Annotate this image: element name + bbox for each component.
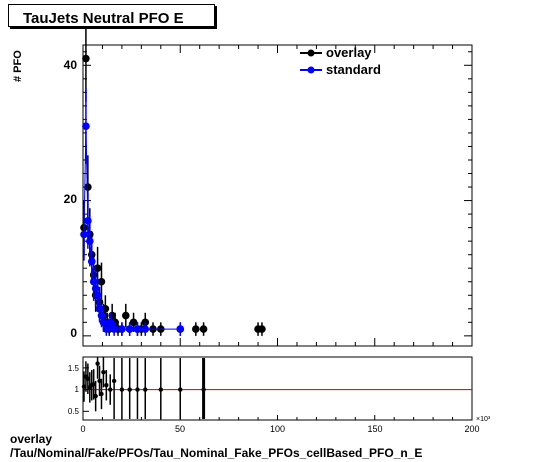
chart-title-box: TauJets Neutral PFO E	[8, 4, 215, 27]
data-point-overlay	[84, 183, 92, 191]
ratio-point	[101, 370, 106, 375]
chart-title: TauJets Neutral PFO E	[23, 10, 184, 27]
ratio-point	[135, 387, 140, 392]
main-plot-frame	[82, 44, 473, 347]
data-point-overlay	[258, 325, 266, 333]
ratio-y-tick-label-0.5: 0.5	[68, 407, 80, 416]
y-tick-label-20: 20	[64, 192, 78, 206]
ratio-plot-frame	[82, 356, 473, 421]
x-tick-label-50: 50	[175, 424, 185, 434]
data-point-overlay	[82, 54, 90, 63]
data-point-standard	[176, 325, 185, 333]
y-axis-label: # PFO	[12, 50, 24, 82]
y-tick-label-40: 40	[64, 58, 78, 72]
y-tick-label-0: 0	[70, 326, 77, 340]
data-point-standard	[82, 122, 90, 130]
ratio-point	[119, 387, 125, 392]
data-point-standard	[99, 318, 108, 327]
ratio-y-tick-label-1: 1	[75, 385, 80, 394]
ratio-point	[127, 387, 132, 392]
ratio-point	[201, 387, 206, 392]
x-exponent-label: ×10³	[476, 416, 491, 423]
data-point-standard	[118, 325, 126, 333]
ratio-point	[178, 387, 183, 392]
x-tick-label-200: 200	[464, 424, 479, 434]
data-point-standard	[141, 325, 150, 333]
data-point-standard	[102, 325, 111, 333]
ratio-point	[95, 361, 100, 366]
ratio-point	[99, 391, 104, 397]
data-point-standard	[125, 325, 134, 333]
data-point-overlay	[121, 311, 130, 320]
legend-marker-standard	[300, 66, 322, 74]
x-tick-label-0: 0	[80, 424, 85, 434]
legend-marker-overlay	[300, 49, 322, 57]
ratio-point	[108, 387, 113, 392]
data-point-standard	[80, 230, 88, 239]
data-point-standard	[106, 318, 115, 327]
ratio-y-tick-label-1.5: 1.5	[68, 364, 80, 373]
data-point-overlay	[199, 325, 208, 333]
legend: overlay standard	[300, 45, 410, 79]
data-point-overlay	[97, 277, 106, 286]
legend-label-standard: standard	[326, 62, 381, 77]
ratio-point	[91, 382, 96, 387]
data-point-overlay	[129, 318, 138, 327]
ratio-point	[111, 378, 117, 384]
x-tick-label-150: 150	[367, 424, 382, 434]
ratio-point	[97, 378, 102, 384]
data-point-standard	[110, 325, 118, 333]
caption-line-1: overlay	[10, 432, 53, 446]
legend-entry-standard: standard	[300, 62, 410, 79]
data-point-overlay	[93, 264, 102, 273]
ratio-point	[158, 387, 163, 392]
data-point-standard	[133, 325, 142, 333]
ratio-point	[104, 383, 109, 388]
ratio-point	[85, 376, 91, 381]
ratio-point	[143, 387, 148, 392]
caption-line-2: /Tau/Nominal/Fake/PFOs/Tau_Nominal_Fake_…	[10, 446, 423, 460]
legend-label-overlay: overlay	[326, 45, 372, 60]
data-point-overlay	[101, 304, 110, 313]
x-tick-label-100: 100	[270, 424, 285, 434]
ratio-point	[93, 393, 98, 399]
data-point-overlay	[192, 325, 200, 333]
ratio-point	[81, 384, 87, 389]
legend-entry-overlay: overlay	[300, 45, 410, 62]
